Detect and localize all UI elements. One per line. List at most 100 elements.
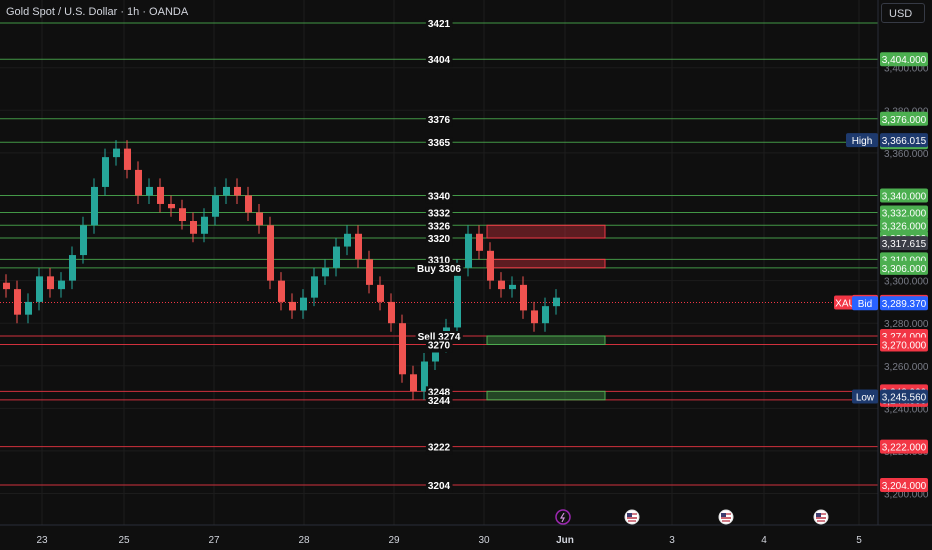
marker-tag-badge	[846, 133, 878, 148]
us-flag-canton	[721, 513, 726, 517]
axis-tick-label: 3,240.000	[884, 404, 929, 415]
level-label: 3376	[428, 115, 451, 126]
level-label-background	[425, 480, 453, 493]
level-label-background	[425, 339, 453, 353]
level-label: 3404	[428, 55, 451, 66]
axis-tick-label: 3,200.000	[884, 490, 929, 501]
candle-body	[421, 361, 428, 392]
price-badge	[880, 478, 928, 492]
candle-body	[542, 306, 549, 324]
price-axis[interactable]	[878, 0, 932, 550]
marker-tag-label: Bid	[858, 299, 872, 310]
axis-tick-label: 3,400.000	[884, 64, 929, 75]
candle-body	[465, 233, 472, 268]
candle-body	[267, 225, 274, 281]
level-label-background	[425, 137, 453, 151]
candle-body	[135, 169, 142, 196]
candle-body	[25, 301, 32, 315]
time-axis-label: 27	[208, 535, 220, 546]
candle-body	[47, 276, 54, 290]
candle-body	[256, 212, 263, 226]
candle-body	[113, 148, 120, 158]
candle-body	[80, 225, 87, 256]
marker-value-label: 3,245.560	[882, 393, 927, 404]
candle-body	[14, 289, 21, 315]
time-axis-label: Jun	[556, 535, 574, 546]
level-label: 3222	[428, 443, 451, 454]
sell-zone[interactable]	[486, 224, 606, 239]
marker-tag-label: Low	[856, 393, 875, 404]
level-label: Sell 3274	[418, 332, 461, 343]
time-axis-label: 25	[118, 535, 130, 546]
level-label-background	[425, 190, 453, 204]
price-badge-label: 3,376.000	[882, 115, 927, 126]
candle-body	[366, 259, 373, 285]
currency-selector-button[interactable]: USD	[881, 3, 925, 23]
price-badge	[880, 52, 928, 67]
time-axis-label: 30	[478, 535, 490, 546]
candle-body	[410, 374, 417, 392]
candle-body	[278, 280, 285, 302]
candle-body	[311, 276, 318, 298]
candle-body	[322, 267, 329, 277]
candle-body	[520, 284, 527, 311]
candle-body	[388, 301, 395, 324]
price-badge-label: 3,404.000	[882, 55, 927, 66]
price-badge-label: 3,332.000	[882, 208, 927, 219]
candle-body	[355, 233, 362, 260]
axis-tick-label: 3,380.000	[884, 106, 929, 117]
price-badge	[880, 111, 928, 126]
price-badge	[880, 337, 928, 352]
axis-tick-label: 3,260.000	[884, 362, 929, 373]
candle-body	[234, 186, 241, 196]
level-label-background	[415, 262, 464, 276]
candle-body	[498, 280, 505, 290]
buy-zone[interactable]	[486, 390, 606, 401]
marker-value-label: 3,289.370	[882, 299, 927, 310]
level-label: 3326	[428, 221, 451, 232]
level-label: 3365	[428, 138, 451, 149]
lightning-icon-glyph	[559, 512, 565, 523]
buy-zone[interactable]	[486, 335, 606, 345]
candle-body	[454, 267, 461, 328]
candle-body	[245, 195, 252, 213]
price-badge-label: 3,326.000	[882, 221, 927, 232]
candle-body	[553, 297, 560, 307]
level-label-background	[425, 207, 453, 221]
time-axis-label: 28	[298, 535, 310, 546]
candle-body	[399, 323, 406, 375]
price-badge	[880, 439, 928, 454]
marker-tag-badge	[852, 296, 878, 311]
price-badge-label: 3,270.000	[882, 340, 927, 351]
sell-zone[interactable]	[486, 258, 606, 269]
level-label: 3320	[428, 234, 451, 245]
price-badge-label: 3,306.000	[882, 264, 927, 275]
marker-value-badge	[880, 389, 928, 404]
price-badge-label: 3,204.000	[882, 481, 927, 492]
marker-value-label: 3,366.015	[882, 136, 927, 147]
price-badge-label: 3,340.000	[882, 191, 927, 202]
marker-tag-badge	[852, 389, 878, 404]
level-label: 3248	[428, 387, 451, 398]
level-label: Buy 3306	[417, 264, 461, 275]
candle-body	[289, 301, 296, 311]
candle-body	[487, 250, 494, 281]
level-label: 3270	[428, 340, 451, 351]
candle-body	[168, 203, 175, 209]
level-label: 3310	[428, 255, 451, 266]
price-badge-label: 3,274.000	[882, 332, 927, 343]
candle-body	[157, 186, 164, 204]
marker-value-label: 3,317.615	[882, 239, 927, 250]
candle-body	[509, 284, 516, 290]
level-label-background	[425, 18, 453, 31]
candle-body	[223, 186, 230, 196]
time-axis-label: 29	[388, 535, 400, 546]
time-axis-label: 23	[36, 535, 48, 546]
lightning-icon[interactable]	[555, 509, 571, 525]
candle-body	[179, 208, 186, 221]
marker-value-badge	[880, 133, 928, 148]
candle-body	[201, 216, 208, 234]
candle-body	[146, 186, 153, 196]
price-badge	[880, 188, 928, 203]
